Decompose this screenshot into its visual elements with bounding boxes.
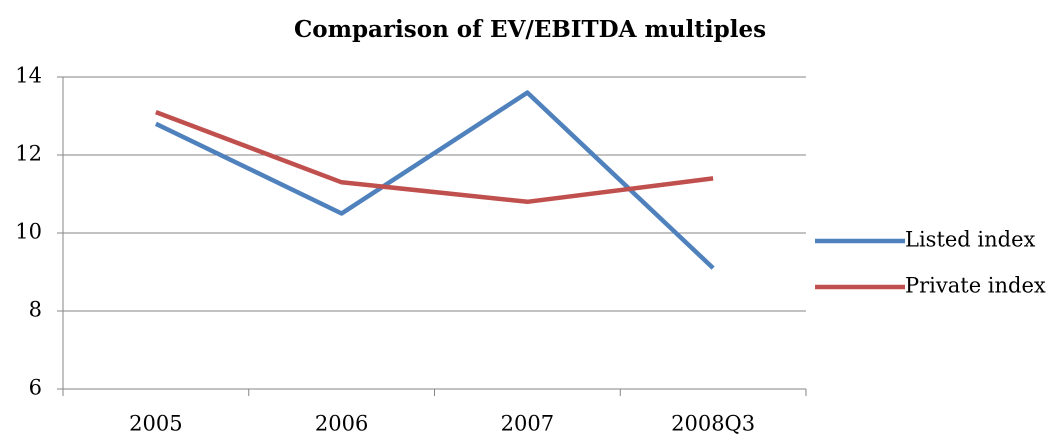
chart-title: Comparison of EV/EBITDA multiples xyxy=(294,16,766,43)
x-tick-label: 2007 xyxy=(501,412,554,436)
y-tick-label: 14 xyxy=(15,64,42,88)
legend-label: Private index xyxy=(905,274,1046,298)
x-tick-label: 2005 xyxy=(129,412,182,436)
x-tick-label: 2006 xyxy=(315,412,368,436)
legend-label: Listed index xyxy=(905,228,1036,252)
y-tick-label: 12 xyxy=(15,142,42,166)
x-tick-label: 2008Q3 xyxy=(671,412,755,436)
y-tick-label: 8 xyxy=(29,298,42,322)
y-tick-label: 10 xyxy=(15,220,42,244)
series-line xyxy=(154,90,715,270)
series-line xyxy=(155,109,714,205)
y-tick-label: 6 xyxy=(29,376,42,400)
